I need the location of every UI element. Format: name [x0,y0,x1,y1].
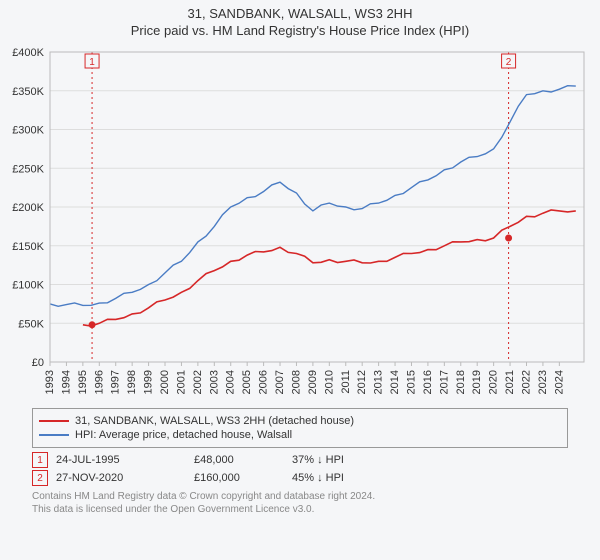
svg-text:1994: 1994 [60,370,72,394]
svg-text:2013: 2013 [373,370,385,394]
svg-text:2002: 2002 [192,370,204,394]
svg-text:2022: 2022 [520,370,532,394]
sale-price: £160,000 [194,472,284,484]
svg-text:2014: 2014 [389,370,401,394]
svg-text:£350K: £350K [12,86,44,98]
legend-row: 31, SANDBANK, WALSALL, WS3 2HH (detached… [39,415,561,427]
svg-text:£250K: £250K [12,163,44,175]
svg-text:2018: 2018 [455,370,467,394]
svg-text:1999: 1999 [143,370,155,394]
svg-text:£0: £0 [32,357,44,369]
svg-text:1996: 1996 [93,370,105,394]
svg-text:£400K: £400K [12,47,44,59]
legend: 31, SANDBANK, WALSALL, WS3 2HH (detached… [32,408,568,448]
svg-text:2005: 2005 [241,370,253,394]
svg-text:2017: 2017 [438,370,450,394]
legend-swatch [39,420,69,422]
svg-text:2: 2 [506,57,512,68]
svg-text:2000: 2000 [159,370,171,394]
svg-text:2019: 2019 [471,370,483,394]
svg-text:£50K: £50K [18,318,44,330]
svg-text:2007: 2007 [274,370,286,394]
legend-row: HPI: Average price, detached house, Wals… [39,429,561,441]
svg-text:1997: 1997 [110,370,122,394]
sale-price: £48,000 [194,454,284,466]
sale-pct: 45% ↓ HPI [292,472,402,484]
sale-row: 1 24-JUL-1995 £48,000 37% ↓ HPI [32,452,568,468]
svg-text:2012: 2012 [356,370,368,394]
sale-row: 2 27-NOV-2020 £160,000 45% ↓ HPI [32,470,568,486]
svg-text:1993: 1993 [44,370,56,394]
svg-text:£200K: £200K [12,202,44,214]
svg-text:2001: 2001 [175,370,187,394]
svg-text:2023: 2023 [537,370,549,394]
chart-svg: £0 £50K £100K £150K £200K £250K £300K £350K £400… [0,42,600,402]
svg-text:2003: 2003 [208,370,220,394]
svg-text:2004: 2004 [225,370,237,394]
sale-date: 27-NOV-2020 [56,472,186,484]
svg-text:2009: 2009 [307,370,319,394]
svg-text:£300K: £300K [12,125,44,137]
svg-text:2020: 2020 [488,370,500,394]
page-title: 31, SANDBANK, WALSALL, WS3 2HH [0,0,600,21]
svg-text:2015: 2015 [405,370,417,394]
svg-text:2011: 2011 [340,370,352,394]
chart: £0 £50K £100K £150K £200K £250K £300K £350K £400… [0,42,600,402]
svg-text:1: 1 [89,57,95,68]
svg-text:2006: 2006 [258,370,270,394]
svg-text:2016: 2016 [422,370,434,394]
page-subtitle: Price paid vs. HM Land Registry's House … [0,21,600,42]
footnote: Contains HM Land Registry data © Crown c… [32,490,568,516]
svg-text:2008: 2008 [290,370,302,394]
svg-text:1998: 1998 [126,370,138,394]
svg-text:2010: 2010 [323,370,335,394]
legend-label: 31, SANDBANK, WALSALL, WS3 2HH (detached… [75,415,354,427]
svg-text:£100K: £100K [12,280,44,292]
svg-text:2021: 2021 [504,370,516,394]
svg-text:1995: 1995 [77,370,89,394]
svg-text:£150K: £150K [12,241,44,253]
sale-date: 24-JUL-1995 [56,454,186,466]
svg-text:2024: 2024 [553,370,565,394]
sale-pct: 37% ↓ HPI [292,454,402,466]
legend-label: HPI: Average price, detached house, Wals… [75,429,292,441]
legend-swatch [39,434,69,436]
sale-marker: 2 [32,470,48,486]
sale-marker: 1 [32,452,48,468]
